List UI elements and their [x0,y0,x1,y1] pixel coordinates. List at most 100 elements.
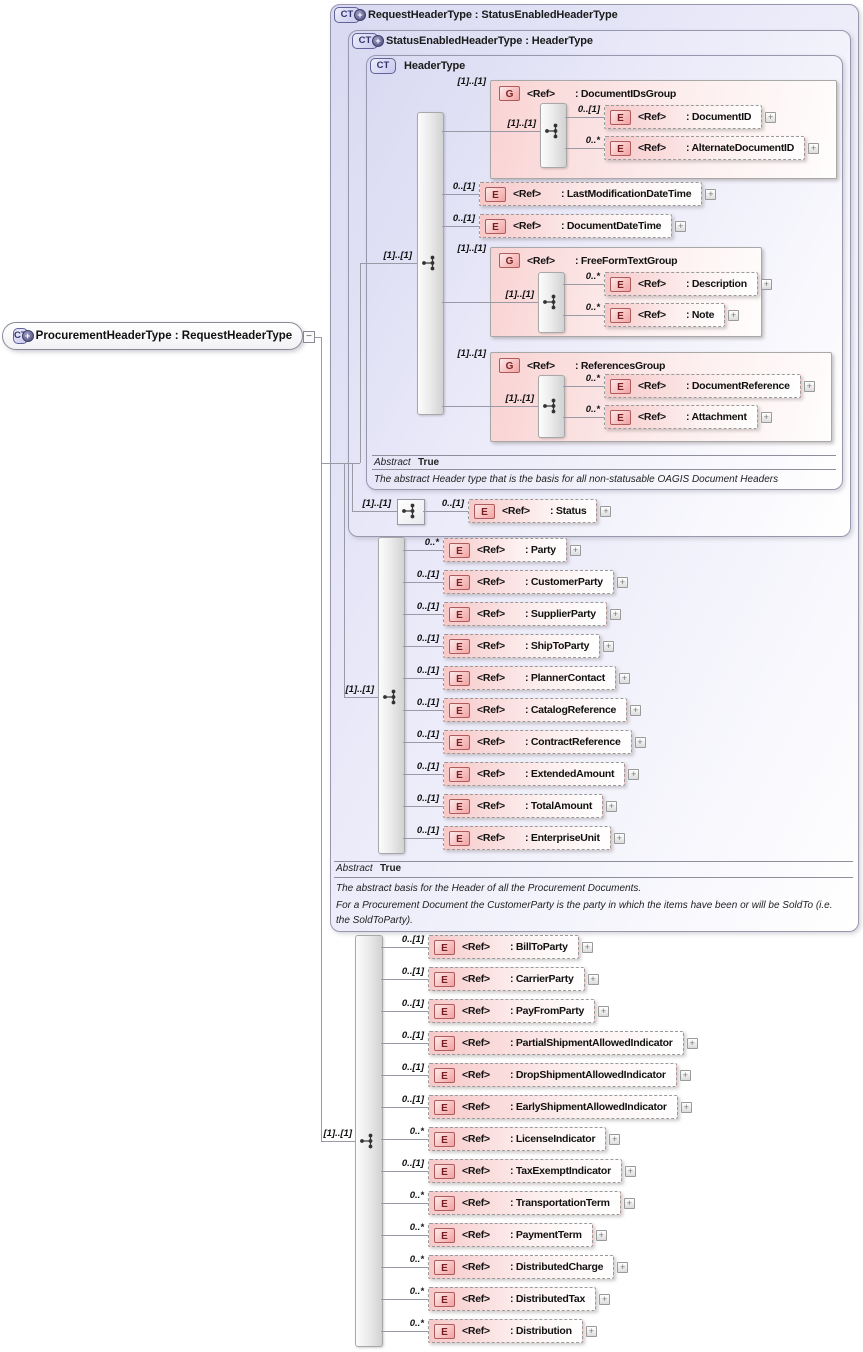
expand-button[interactable]: + [765,111,777,123]
element-box-distributedtax[interactable]: E <Ref>: DistributedTax [428,1287,597,1311]
expand-button[interactable]: + [569,544,581,556]
element-icon: E [610,276,631,292]
connector-line [563,284,604,285]
connector-line [381,1203,428,1204]
expand-button[interactable]: + [808,142,820,154]
element-box-billtoparty[interactable]: E <Ref>: BillToParty [428,935,579,959]
element-box-dropshipmentallowedindicator[interactable]: E <Ref>: DropShipmentAllowedIndicator [428,1063,677,1087]
group-cardinality-label: [1]..[1] [505,393,535,404]
element-box-lastmodificationdatetime[interactable]: E <Ref>: LastModificationDateTime [479,182,703,206]
expand-button[interactable]: + [728,309,740,321]
element-box-taxexemptindicator[interactable]: E <Ref>: TaxExemptIndicator [428,1159,622,1183]
derived-plus-icon: + [21,330,34,342]
element-row: E <Ref>: LicenseIndicator + [428,1127,621,1151]
element-box-documentdatetime[interactable]: E <Ref>: DocumentDateTime [479,214,673,238]
element-box-customerparty[interactable]: E <Ref>: CustomerParty [443,570,614,594]
element-row: E <Ref>: CarrierParty + [428,967,599,991]
element-box-supplierparty[interactable]: E <Ref>: SupplierParty [443,602,607,626]
element-row: E <Ref>: ContractReference + [443,730,646,754]
element-box-licenseindicator[interactable]: E <Ref>: LicenseIndicator [428,1127,607,1151]
expand-button[interactable]: + [595,1229,607,1241]
expand-button[interactable]: + [617,1261,629,1273]
expand-button[interactable]: + [803,380,815,392]
element-box-earlyshipmentallowedindicator[interactable]: E <Ref>: EarlyShipmentAllowedIndicator [428,1095,678,1119]
element-box-documentid[interactable]: E <Ref>: DocumentID [604,105,763,129]
element-box-catalogreference[interactable]: E <Ref>: CatalogReference [443,698,628,722]
element-box-alternatedocumentid[interactable]: E <Ref>: AlternateDocumentID [604,136,806,160]
compartment-title-text: StatusEnabledHeaderType : HeaderType [386,35,593,47]
cardinality-label: 0..* [409,1222,424,1233]
expand-button[interactable]: + [630,704,642,716]
cardinality-label: 0..[1] [401,1094,424,1105]
connector-line [403,678,443,679]
expand-button[interactable]: + [675,220,687,232]
collapse-toggle[interactable]: − [303,331,315,343]
element-box-paymentterm[interactable]: E <Ref>: PaymentTerm [428,1223,593,1247]
element-box-partialshipmentallowedindicator[interactable]: E <Ref>: PartialShipmentAllowedIndicator [428,1031,684,1055]
connector-line [381,1299,428,1300]
element-box-distributedcharge[interactable]: E <Ref>: DistributedCharge [428,1255,615,1279]
element-box-carrierparty[interactable]: E <Ref>: CarrierParty [428,967,585,991]
element-box-shiptoparty[interactable]: E <Ref>: ShipToParty [443,634,601,658]
expand-button[interactable]: + [581,941,593,953]
ref-label: <Ref> [638,142,666,154]
element-box-description[interactable]: E <Ref>: Description [604,272,758,296]
expand-button[interactable]: + [616,576,628,588]
expand-button[interactable]: + [624,1165,636,1177]
element-box-status[interactable]: E <Ref>: Status [468,499,598,523]
expand-button[interactable]: + [603,640,615,652]
expand-button[interactable]: + [679,1069,691,1081]
expand-button[interactable]: + [613,832,625,844]
element-icon: E [434,1099,455,1115]
group-cardinality-label: [1]..[1] [505,289,535,300]
element-box-payfromparty[interactable]: E <Ref>: PayFromParty [428,999,596,1023]
expand-button[interactable]: + [760,411,772,423]
connector-line [442,302,538,303]
element-box-party[interactable]: E <Ref>: Party [443,538,567,562]
connector-line [442,226,479,227]
procurement-header-type-node[interactable]: CT + ProcurementHeaderType : RequestHeade… [2,322,303,350]
expand-button[interactable]: + [686,1037,698,1049]
connector-line [403,806,443,807]
element-box-attachment[interactable]: E <Ref>: Attachment [604,405,758,429]
sequence-compositor-icon [421,254,439,272]
connector-line [565,117,604,118]
element-box-extendedamount[interactable]: E <Ref>: ExtendedAmount [443,762,626,786]
element-box-documentreference[interactable]: E <Ref>: DocumentReference [604,374,801,398]
element-box-enterpriseunit[interactable]: E <Ref>: EnterpriseUnit [443,826,611,850]
expand-button[interactable]: + [599,1293,611,1305]
expand-button[interactable]: + [618,672,630,684]
expand-button[interactable]: + [600,505,612,517]
cardinality-label: 0..* [585,373,600,384]
expand-button[interactable]: + [609,608,621,620]
expand-button[interactable]: + [609,1133,621,1145]
expand-button[interactable]: + [634,736,646,748]
expand-button[interactable]: + [585,1325,597,1337]
expand-button[interactable]: + [705,188,717,200]
expand-button[interactable]: + [606,800,618,812]
expand-button[interactable]: + [587,973,599,985]
element-row: E <Ref>: Status + [468,499,612,523]
element-box-note[interactable]: E <Ref>: Note [604,303,726,327]
expand-button[interactable]: + [680,1101,692,1113]
element-box-distribution[interactable]: E <Ref>: Distribution [428,1319,583,1343]
ref-label: <Ref> [462,1261,490,1273]
expand-button[interactable]: + [598,1005,610,1017]
element-icon: E [610,140,631,156]
element-icon: E [434,1259,455,1275]
expand-button[interactable]: + [623,1197,635,1209]
element-name: : DistributedTax [509,1293,586,1305]
element-row: E <Ref>: DropShipmentAllowedIndicator + [428,1063,691,1087]
element-row: E <Ref>: PaymentTerm + [428,1223,607,1247]
ref-label: <Ref> [638,278,666,290]
element-box-transportationterm[interactable]: E <Ref>: TransportationTerm [428,1191,621,1215]
expand-button[interactable]: + [760,278,772,290]
element-name: : Note [685,309,715,321]
element-row: E <Ref>: CustomerParty + [443,570,628,594]
element-box-plannercontact[interactable]: E <Ref>: PlannerContact [443,666,616,690]
compartment-cardinality-label: [1]..[1] [383,250,413,261]
element-box-contractreference[interactable]: E <Ref>: ContractReference [443,730,632,754]
element-box-totalamount[interactable]: E <Ref>: TotalAmount [443,794,604,818]
expand-button[interactable]: + [628,768,640,780]
